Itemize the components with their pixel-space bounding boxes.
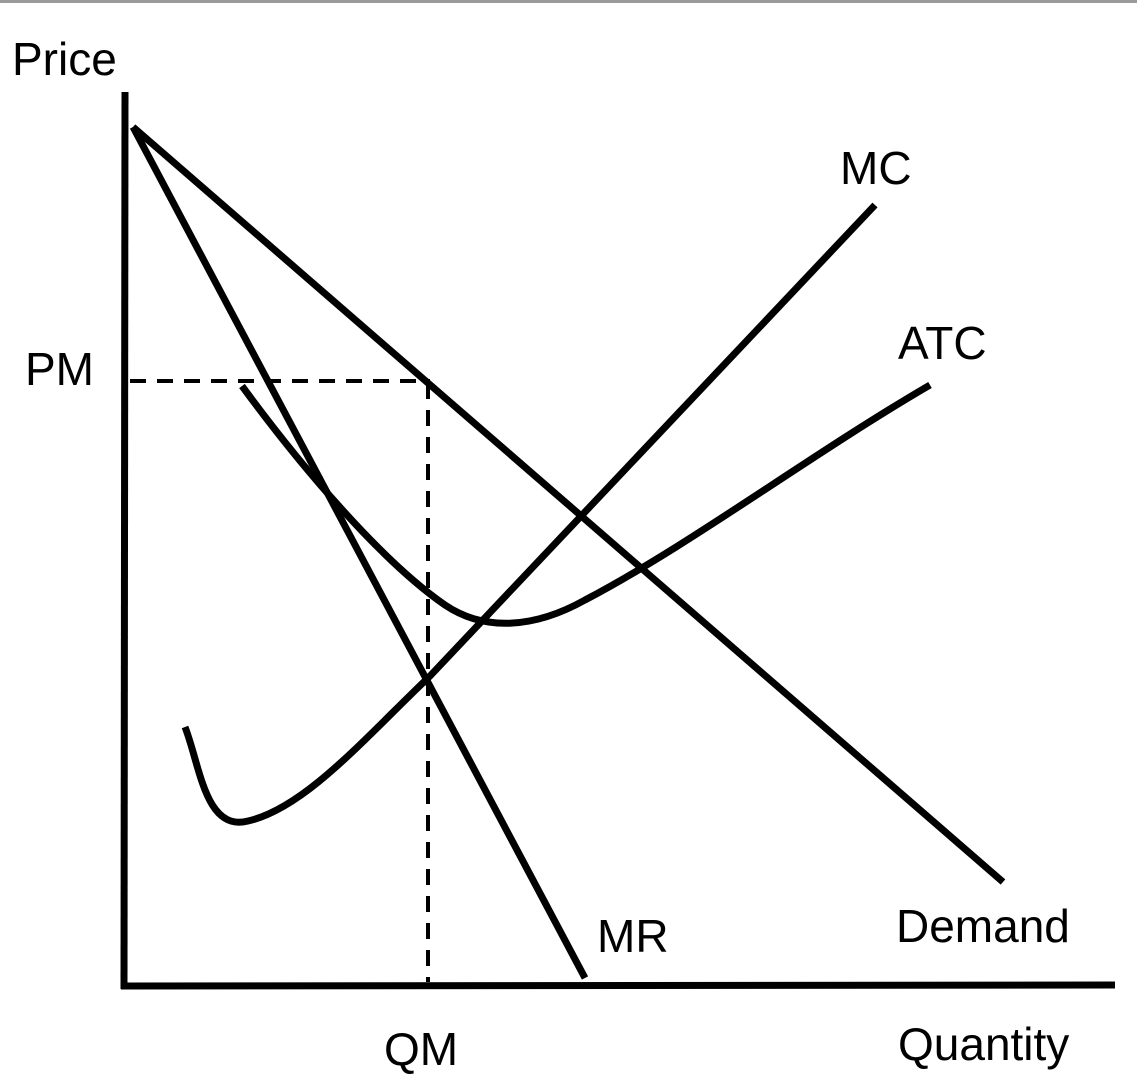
mc-curve xyxy=(181,202,878,826)
mc-label: MC xyxy=(840,142,912,194)
x-axis-label: Quantity xyxy=(898,1018,1069,1070)
y-axis-label: Price xyxy=(12,33,117,85)
top-border xyxy=(0,0,1137,3)
demand-label: Demand xyxy=(896,900,1070,952)
x-axis xyxy=(120,981,1116,990)
quantity-point-label: QM xyxy=(384,1023,458,1075)
y-axis xyxy=(120,91,129,990)
demand-curve xyxy=(130,124,1006,885)
atc-label: ATC xyxy=(898,317,987,369)
mr-label: MR xyxy=(597,910,669,962)
mr-curve xyxy=(129,125,589,980)
price-label: PM xyxy=(25,343,94,395)
atc-curve xyxy=(239,381,932,627)
